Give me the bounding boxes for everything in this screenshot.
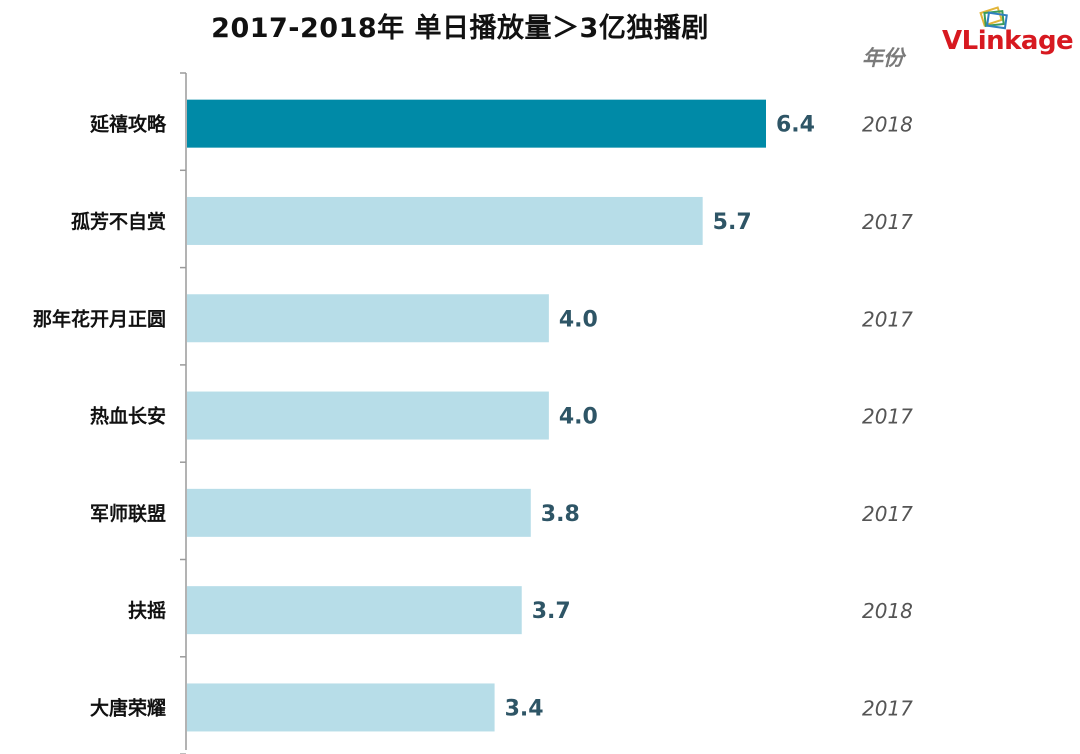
stacked-cards-logo-icon — [979, 6, 1008, 30]
vlinkage-logo: VLinkage — [938, 4, 1080, 60]
category-label: 热血长安 — [90, 405, 166, 428]
year-label: 2018 — [862, 113, 913, 137]
category-label: 孤芳不自赏 — [71, 210, 166, 233]
category-label: 大唐荣耀 — [90, 696, 166, 719]
year-label: 2017 — [862, 502, 913, 526]
year-label: 2017 — [862, 307, 913, 331]
data-label: 3.7 — [532, 599, 571, 624]
year-label: 2017 — [862, 210, 913, 234]
category-label: 扶摇 — [128, 599, 166, 622]
category-label: 军师联盟 — [90, 503, 166, 525]
year-label: 2017 — [862, 696, 913, 720]
bar-0 — [187, 99, 766, 148]
category-label: 延禧攻略 — [89, 113, 167, 136]
data-label: 3.4 — [505, 696, 544, 721]
data-label: 3.8 — [541, 502, 580, 527]
bar-2 — [187, 294, 549, 343]
category-label: 那年花开月正圆 — [33, 307, 166, 330]
bar-3 — [187, 391, 549, 440]
chart-title: 2017-2018年 单日播放量＞3亿独播剧 — [211, 13, 709, 44]
data-label: 4.0 — [559, 405, 598, 430]
bar-1 — [187, 196, 703, 245]
year-label: 2017 — [862, 405, 913, 429]
data-label: 4.0 — [559, 307, 598, 332]
bar-5 — [187, 586, 522, 635]
data-label: 6.4 — [776, 113, 815, 138]
year-label: 2018 — [862, 599, 913, 623]
bar-4 — [187, 488, 531, 537]
bar-6 — [187, 683, 495, 732]
data-label: 5.7 — [713, 210, 752, 235]
year-column-header: 年份 — [862, 46, 904, 70]
logo-text: VLinkage — [942, 26, 1074, 56]
